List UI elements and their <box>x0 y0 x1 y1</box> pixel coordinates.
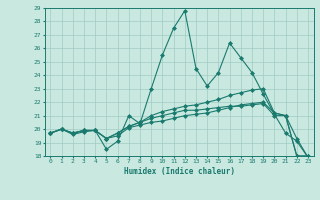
X-axis label: Humidex (Indice chaleur): Humidex (Indice chaleur) <box>124 167 235 176</box>
